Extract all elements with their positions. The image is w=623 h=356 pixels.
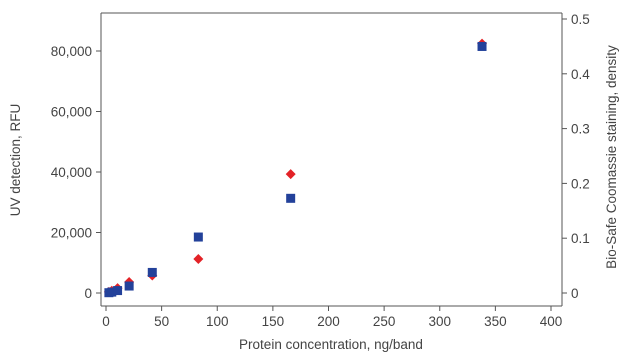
x-tick-label: 50 bbox=[154, 314, 169, 329]
y-left-tick-label: 20,000 bbox=[51, 226, 92, 241]
y-right-tick-label: 0.5 bbox=[571, 12, 590, 27]
plot-frame bbox=[100, 12, 563, 307]
uv-detection-point bbox=[113, 286, 123, 296]
x-tick-label: 250 bbox=[373, 314, 396, 329]
uv-detection-point bbox=[147, 267, 157, 277]
y-right-axis-title: Bio-Safe Coomassie staining, density bbox=[604, 45, 619, 269]
x-tick-label: 400 bbox=[540, 314, 563, 329]
x-tick-label: 0 bbox=[102, 314, 110, 329]
y-right-tick-label: 0.2 bbox=[571, 176, 590, 191]
x-axis-title: Protein concentration, ng/band bbox=[239, 337, 423, 352]
y-right-tick-label: 0.3 bbox=[571, 122, 590, 137]
uv-detection-point bbox=[124, 281, 134, 291]
y-right-tick-label: 0.4 bbox=[571, 67, 590, 82]
y-left-tick-label: 80,000 bbox=[51, 44, 92, 59]
coomassie-density-point bbox=[285, 169, 296, 180]
x-axis-ticks: 0 50 100 150 200 250 300 350 400 bbox=[102, 306, 562, 329]
x-tick-label: 100 bbox=[206, 314, 229, 329]
x-tick-label: 300 bbox=[428, 314, 451, 329]
y-left-axis-ticks: 0 20,000 40,000 60,000 80,000 bbox=[51, 44, 101, 301]
data-series bbox=[103, 38, 488, 298]
y-left-tick-label: 40,000 bbox=[51, 165, 92, 180]
y-right-axis-ticks: 0 0.1 0.2 0.3 0.4 0.5 bbox=[562, 12, 590, 301]
x-tick-label: 200 bbox=[317, 314, 340, 329]
coomassie-density-point bbox=[193, 254, 204, 265]
uv-detection-point bbox=[193, 232, 203, 242]
y-right-tick-label: 0 bbox=[571, 286, 579, 301]
x-tick-label: 350 bbox=[484, 314, 507, 329]
y-left-axis-title: UV detection, RFU bbox=[8, 104, 23, 217]
x-tick-label: 150 bbox=[262, 314, 285, 329]
y-right-tick-label: 0.1 bbox=[571, 231, 590, 246]
uv-detection-point bbox=[107, 287, 117, 297]
y-left-tick-label: 0 bbox=[84, 286, 92, 301]
uv-detection-point bbox=[286, 193, 296, 203]
y-left-tick-label: 60,000 bbox=[51, 105, 92, 120]
uv-detection-point bbox=[477, 41, 487, 51]
